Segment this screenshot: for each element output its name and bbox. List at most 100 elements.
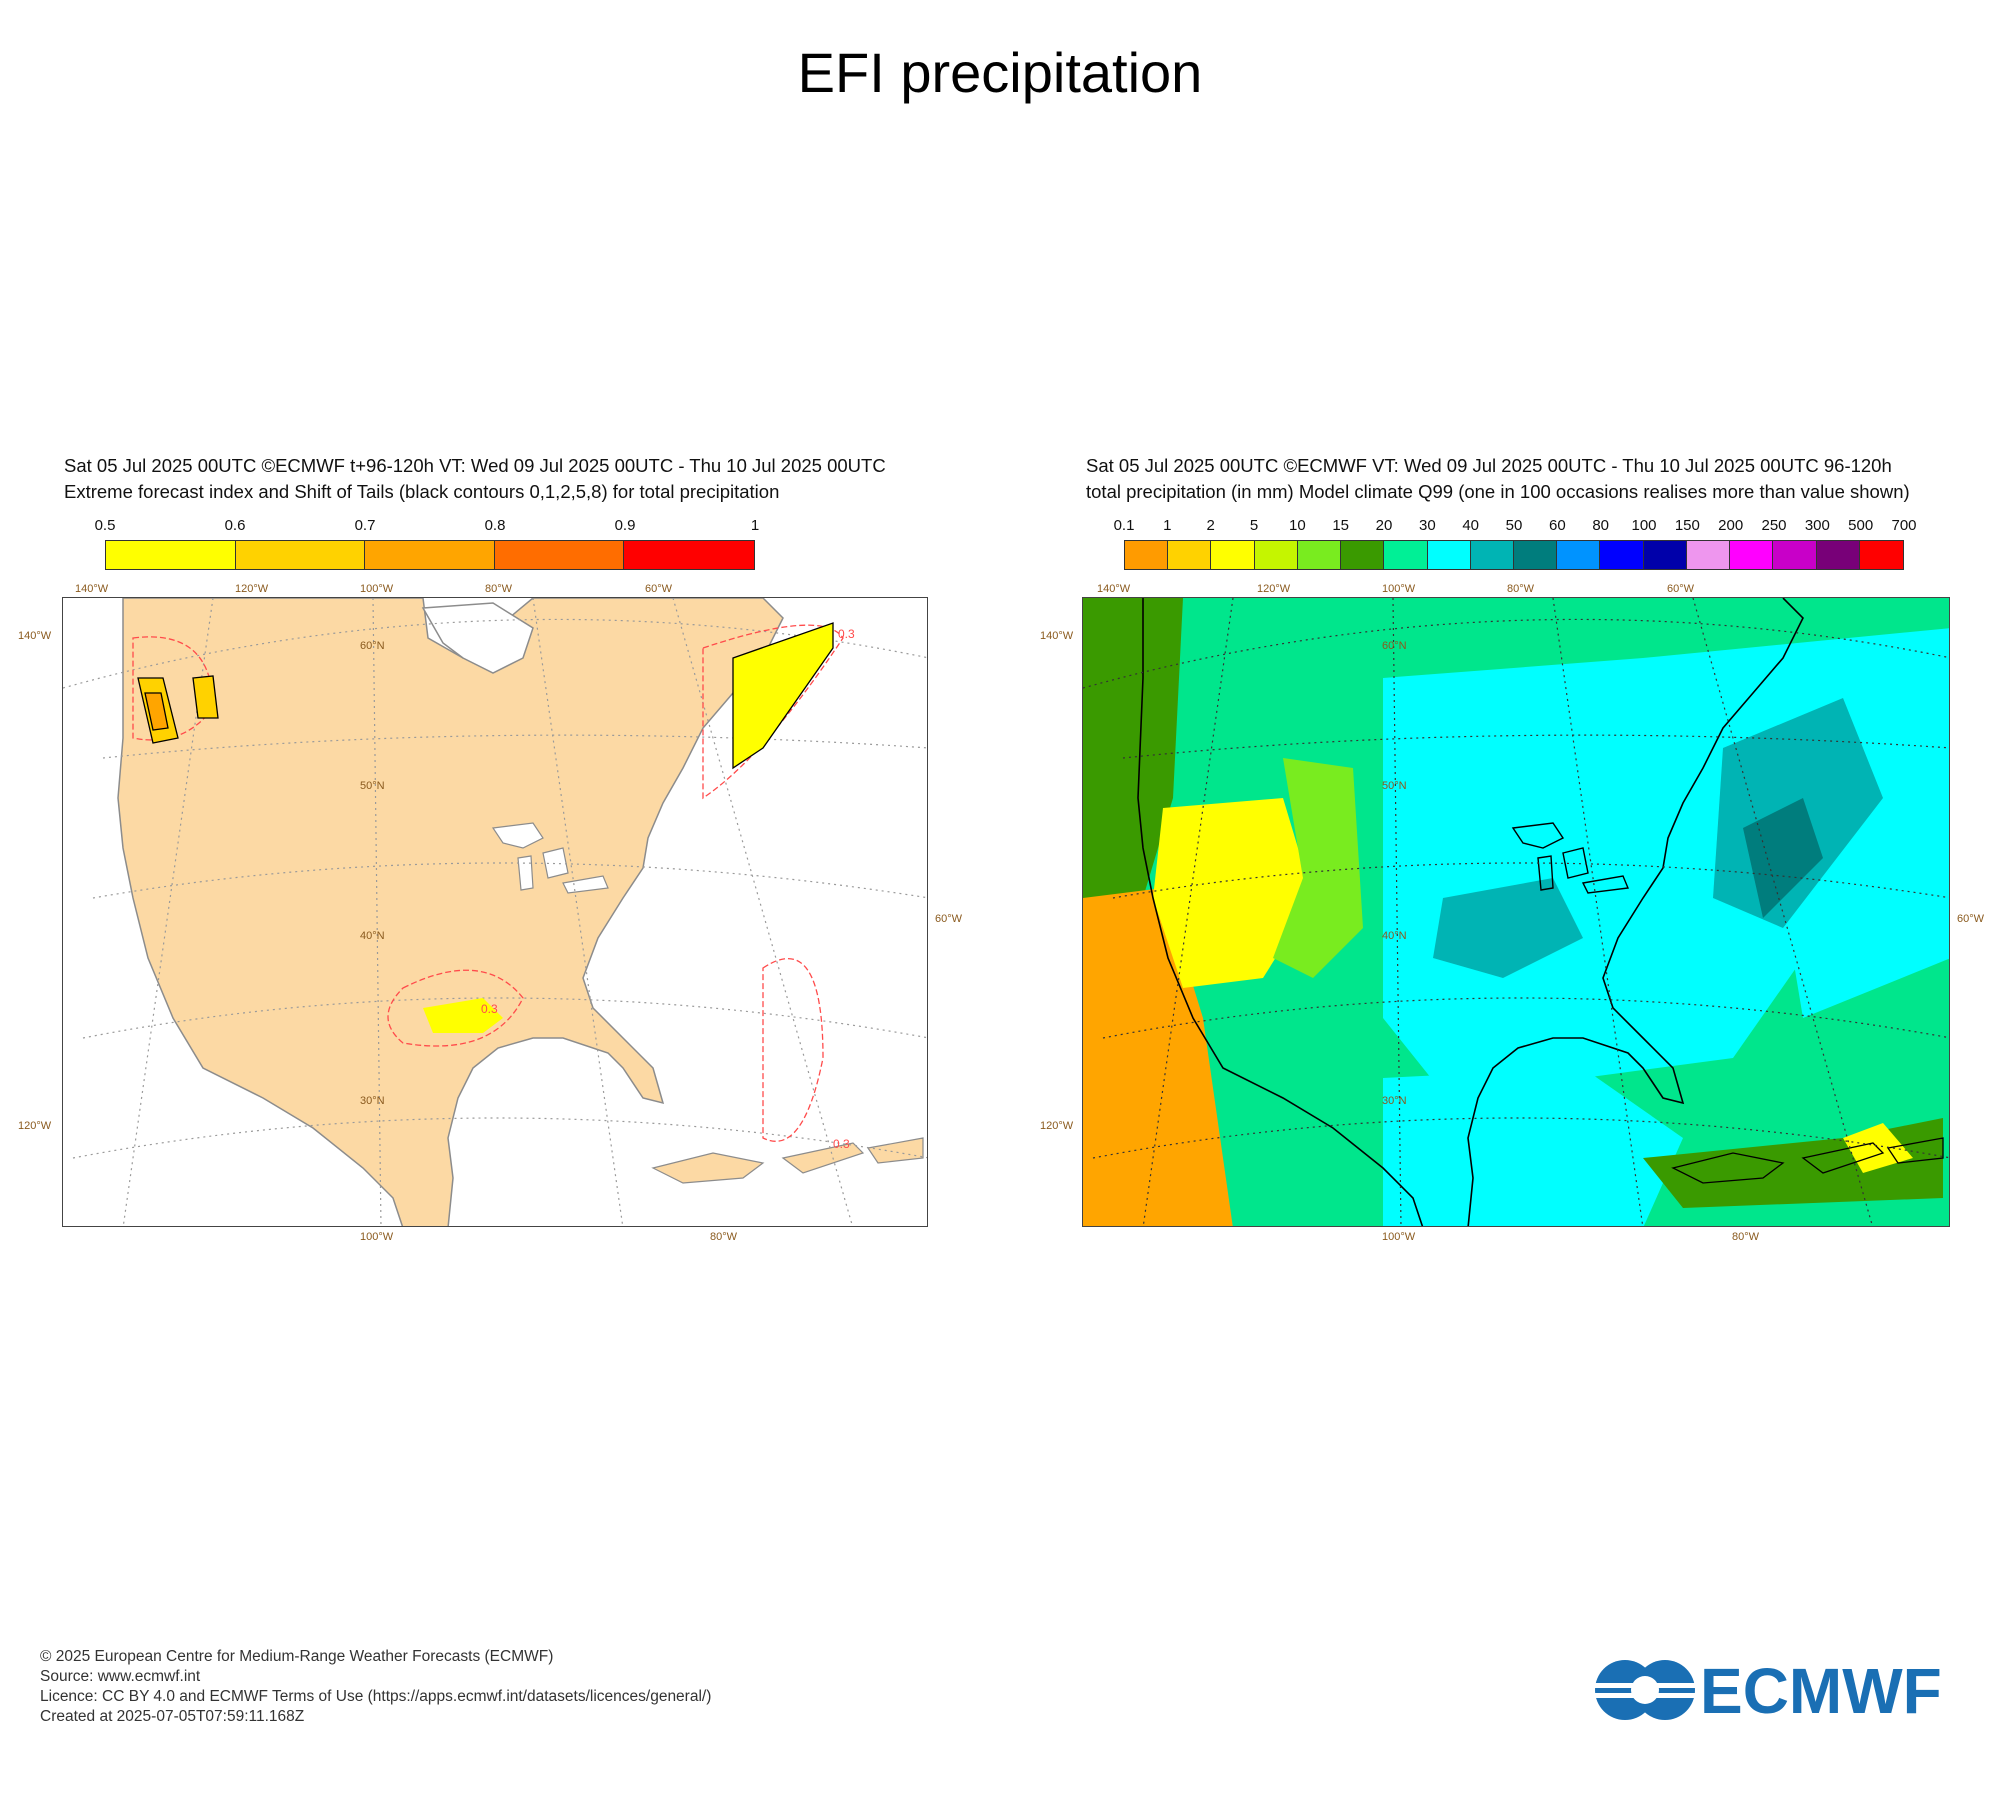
q99-colorbar-segment bbox=[1427, 541, 1471, 569]
q99-colorbar-tick: 100 bbox=[1631, 517, 1657, 534]
q99-colorbar-segment bbox=[1211, 541, 1255, 569]
q99-region-gulf bbox=[1383, 1068, 1683, 1226]
q99-colorbar-segment bbox=[1341, 541, 1385, 569]
q99-axis-label-right: 60°W bbox=[1957, 913, 1985, 925]
q99-colorbar-tick: 500 bbox=[1848, 517, 1874, 534]
q99-colorbar-tick: 30 bbox=[1418, 517, 1436, 534]
q99-lat-label: 60°N bbox=[1382, 640, 1407, 652]
q99-colorbar-tick: 50 bbox=[1505, 517, 1523, 534]
q99-colorbar-segment bbox=[1730, 541, 1774, 569]
q99-colorbar-tick: 0.1 bbox=[1113, 517, 1135, 534]
q99-colorbar-segment bbox=[1168, 541, 1212, 569]
efi-map-svg: 0.3 0.3 0.3 bbox=[63, 598, 927, 1226]
efi-axis-label-top: 80°W bbox=[485, 583, 513, 595]
q99-lat-label: 40°N bbox=[1382, 930, 1407, 942]
q99-coastline bbox=[1137, 598, 1804, 1226]
page-title: EFI precipitation bbox=[797, 41, 1203, 104]
q99-colorbar-tick: 5 bbox=[1249, 517, 1259, 534]
q99-region-central bbox=[1433, 878, 1583, 978]
q99-colorbar-tick: 15 bbox=[1332, 517, 1349, 534]
q99-colorbar-segment bbox=[1816, 541, 1860, 569]
q99-colorbar-tick: 20 bbox=[1375, 517, 1393, 534]
efi-contour-label: 0.3 bbox=[481, 1002, 498, 1016]
q99-colorbar-tick: 10 bbox=[1288, 517, 1306, 534]
q99-colorbar-tick: 150 bbox=[1674, 517, 1700, 534]
efi-patch-pacific-nw-core bbox=[144, 692, 169, 731]
q99-map-svg bbox=[1083, 598, 1949, 1226]
q99-axis-label-top: 120°W bbox=[1257, 583, 1291, 595]
efi-contour-label: 0.3 bbox=[833, 1137, 850, 1151]
efi-axis-label-left: 120°W bbox=[18, 1120, 52, 1132]
q99-colorbar-tick: 250 bbox=[1761, 517, 1787, 534]
efi-axis-label-left: 140°W bbox=[18, 630, 52, 642]
q99-colorbar-tick: 300 bbox=[1804, 517, 1830, 534]
q99-graticule bbox=[1083, 598, 1949, 1226]
q99-axis-label-top: 100°W bbox=[1382, 583, 1416, 595]
efi-lat-label: 40°N bbox=[360, 930, 385, 942]
q99-colorbar-tick: 40 bbox=[1462, 517, 1479, 534]
ecmwf-logo: ECMWF bbox=[1590, 1655, 1942, 1725]
q99-axis-label-top: 60°W bbox=[1667, 583, 1695, 595]
efi-axis-label-top: 140°W bbox=[75, 583, 109, 595]
q99-colorbar-segment bbox=[1600, 541, 1644, 569]
efi-colorbar-segment bbox=[106, 541, 236, 569]
efi-lat-label: 30°N bbox=[360, 1095, 385, 1107]
efi-map: 0.3 0.3 0.3 bbox=[62, 597, 928, 1227]
q99-axis-label-bottom: 80°W bbox=[1732, 1231, 1760, 1243]
q99-colorbar-segment bbox=[1297, 541, 1342, 569]
q99-region-plains bbox=[1383, 658, 1803, 1118]
efi-colorbar bbox=[105, 540, 755, 570]
efi-caption-line1: Sat 05 Jul 2025 00UTC ©ECMWF t+96-120h V… bbox=[64, 455, 886, 476]
q99-colorbar-segment bbox=[1513, 541, 1558, 569]
efi-lat-label: 60°N bbox=[360, 640, 385, 652]
footer-source: Source: www.ecmwf.int bbox=[40, 1668, 201, 1685]
efi-axis-label-top: 120°W bbox=[235, 583, 269, 595]
q99-map bbox=[1082, 597, 1950, 1227]
efi-axis-label-right: 60°W bbox=[935, 913, 963, 925]
q99-colorbar-tick: 200 bbox=[1718, 517, 1744, 534]
q99-colorbar-tick: 60 bbox=[1548, 517, 1566, 534]
q99-axis-label-left: 140°W bbox=[1040, 630, 1074, 642]
hudson-bay bbox=[421, 602, 534, 674]
efi-colorbar-tick: 1 bbox=[750, 517, 760, 534]
q99-colorbar-segment bbox=[1859, 541, 1903, 569]
q99-axis-label-bottom: 100°W bbox=[1382, 1231, 1416, 1243]
q99-colorbar-segment bbox=[1557, 541, 1601, 569]
great-lakes bbox=[491, 822, 609, 894]
efi-panel: Sat 05 Jul 2025 00UTC ©ECMWF t+96-120h V… bbox=[18, 455, 963, 1255]
q99-axis-label-top: 140°W bbox=[1097, 583, 1131, 595]
q99-colorbar-segment bbox=[1773, 541, 1817, 569]
efi-colorbar-segment bbox=[235, 541, 366, 569]
efi-colorbar-tick: 0.6 bbox=[224, 517, 246, 534]
q99-region-rockies bbox=[1273, 758, 1363, 978]
q99-colorbar-segment bbox=[1384, 541, 1428, 569]
efi-colorbar-tick: 0.8 bbox=[484, 517, 506, 534]
q99-colorbar-segment bbox=[1470, 541, 1514, 569]
efi-colorbar-tick: 0.9 bbox=[614, 517, 636, 534]
efi-colorbar-segment bbox=[365, 541, 495, 569]
q99-caption-line2: total precipitation (in mm) Model climat… bbox=[1086, 481, 1910, 502]
q99-axis-label-top: 80°W bbox=[1507, 583, 1535, 595]
q99-colorbar-segment bbox=[1125, 541, 1169, 569]
q99-colorbar-segment bbox=[1686, 541, 1731, 569]
efi-lat-label: 50°N bbox=[360, 780, 385, 792]
footer-copyright: © 2025 European Centre for Medium-Range … bbox=[40, 1648, 554, 1665]
q99-colorbar-segment bbox=[1643, 541, 1687, 569]
q99-panel: Sat 05 Jul 2025 00UTC ©ECMWF VT: Wed 09 … bbox=[1040, 455, 1985, 1255]
footer-created: Created at 2025-07-05T07:59:11.168Z bbox=[40, 1708, 305, 1725]
q99-colorbar-tick: 80 bbox=[1592, 517, 1609, 534]
ecmwf-logo-mark bbox=[1590, 1660, 1700, 1720]
efi-axis-label-bottom: 100°W bbox=[360, 1231, 394, 1243]
q99-colorbar-segment bbox=[1254, 541, 1298, 569]
q99-region-atlantic-max bbox=[1743, 798, 1823, 918]
footer-licence: Licence: CC BY 4.0 and ECMWF Terms of Us… bbox=[40, 1688, 712, 1705]
q99-region-interior bbox=[1153, 798, 1313, 988]
q99-region-west bbox=[1083, 598, 1183, 898]
q99-axis-label-left: 120°W bbox=[1040, 1120, 1074, 1132]
efi-colorbar-tick: 0.7 bbox=[354, 517, 376, 534]
efi-colorbar-segment bbox=[624, 541, 754, 569]
efi-colorbar-segment bbox=[494, 541, 625, 569]
efi-caption-line2: Extreme forecast index and Shift of Tail… bbox=[64, 481, 780, 502]
efi-axis-label-top: 100°W bbox=[360, 583, 394, 595]
q99-colorbar-tick: 1 bbox=[1163, 517, 1172, 534]
